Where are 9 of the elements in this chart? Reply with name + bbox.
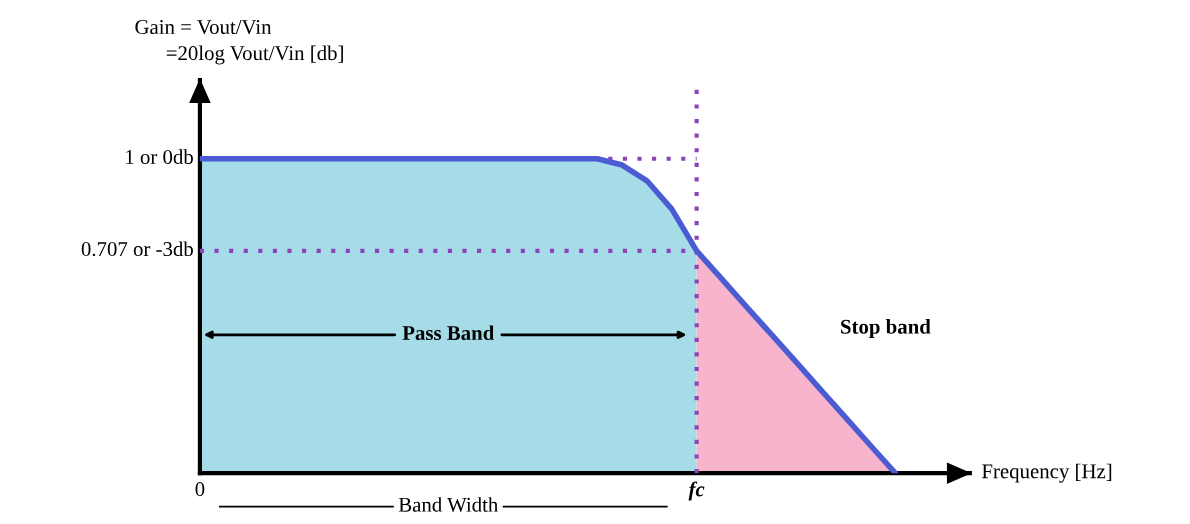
- x-tick-label: 0: [195, 482, 205, 497]
- x-axis-title: Frequency [Hz]: [982, 463, 1112, 483]
- text: Band Width: [398, 497, 499, 512]
- annotation: Stop band: [841, 319, 931, 338]
- ref-line-label: 0.707 or -3db: [81, 241, 193, 257]
- annotation: Pass Band: [402, 325, 495, 341]
- x-tick-label: fc: [688, 481, 705, 501]
- y-axis-title: Gain = Vout/Vin =20log Vout/Vin [db]: [135, 20, 343, 65]
- ref-line-label: 1 or 0db: [126, 149, 193, 164]
